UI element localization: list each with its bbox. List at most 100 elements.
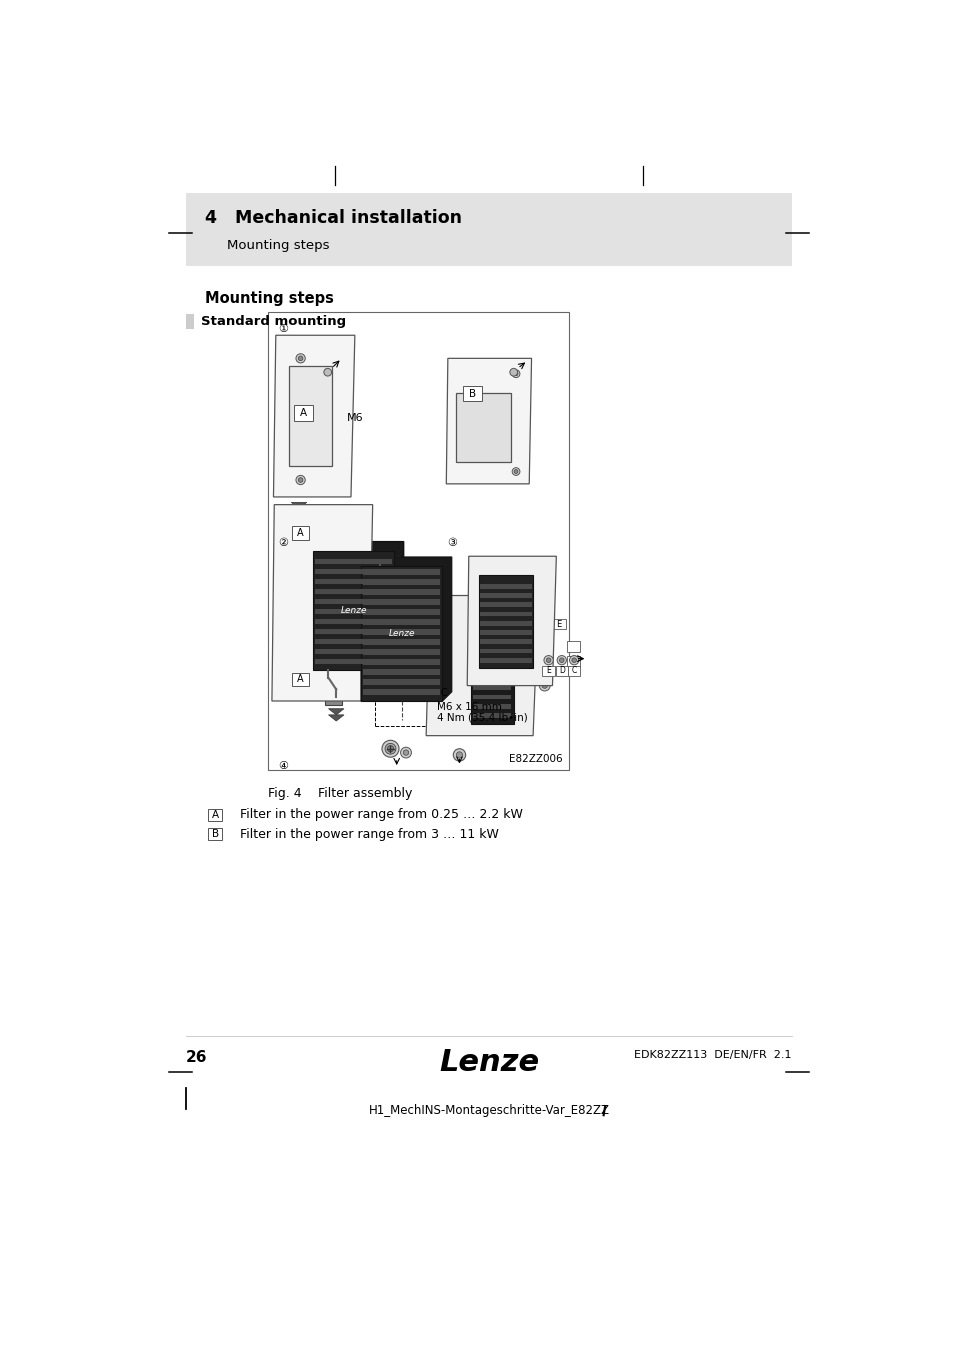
Polygon shape [314, 576, 400, 585]
Text: 26: 26 [186, 1050, 207, 1065]
Polygon shape [314, 586, 400, 594]
Circle shape [295, 475, 305, 485]
Bar [480, 648, 531, 653]
Polygon shape [274, 335, 355, 497]
Text: ②: ② [278, 539, 288, 548]
FancyBboxPatch shape [567, 666, 579, 676]
Bar [480, 602, 531, 608]
Text: Mounting steps: Mounting steps [227, 239, 329, 252]
Bar [315, 609, 392, 614]
Circle shape [323, 369, 332, 377]
Bar [473, 686, 511, 690]
Circle shape [514, 371, 517, 375]
Text: Fig. 4: Fig. 4 [268, 787, 301, 801]
Circle shape [295, 354, 305, 363]
Text: Standard mounting: Standard mounting [200, 315, 345, 328]
Text: Filter in the power range from 3 … 11 kW: Filter in the power range from 3 … 11 kW [240, 828, 498, 841]
Bar [363, 590, 439, 595]
Bar [456, 393, 510, 462]
Text: ①: ① [278, 324, 288, 333]
Bar [480, 630, 531, 634]
FancyBboxPatch shape [292, 672, 309, 686]
Polygon shape [291, 502, 307, 509]
Bar [473, 676, 511, 680]
Bar [315, 598, 392, 603]
Circle shape [512, 467, 519, 475]
Bar [315, 568, 392, 574]
Text: A: A [297, 675, 304, 684]
Text: B: B [212, 829, 218, 840]
Text: H1_MechINS-Montageschritte-Var_E82ZZ: H1_MechINS-Montageschritte-Var_E82ZZ [368, 1104, 609, 1118]
Bar [363, 670, 439, 675]
Bar [363, 629, 439, 634]
Bar [473, 640, 511, 644]
FancyBboxPatch shape [567, 656, 579, 667]
Bar [473, 667, 511, 672]
Circle shape [558, 657, 563, 663]
Text: M6 x 16 mm: M6 x 16 mm [436, 702, 501, 713]
Text: Filter assembly: Filter assembly [318, 787, 413, 801]
FancyBboxPatch shape [208, 828, 222, 840]
Bar [315, 659, 392, 664]
Polygon shape [313, 541, 403, 670]
Text: Filter in the power range from 0.25 … 2.2 kW: Filter in the power range from 0.25 … 2.… [240, 809, 522, 821]
Bar [478, 575, 533, 668]
Text: ④: ④ [278, 761, 288, 771]
Text: Mounting steps: Mounting steps [205, 290, 334, 306]
Bar [315, 589, 392, 594]
FancyBboxPatch shape [542, 666, 555, 676]
Circle shape [538, 680, 550, 691]
Circle shape [538, 618, 550, 629]
Bar [363, 649, 439, 655]
Bar [363, 599, 439, 605]
Bar [315, 579, 392, 585]
Polygon shape [291, 509, 307, 514]
Bar [313, 551, 394, 670]
Circle shape [512, 370, 519, 378]
Polygon shape [314, 597, 400, 603]
Bar [473, 705, 511, 709]
Bar [289, 366, 332, 466]
Polygon shape [467, 556, 556, 686]
Bar [315, 648, 392, 653]
Text: EDK82ZZ113  DE/EN/FR  2.1: EDK82ZZ113 DE/EN/FR 2.1 [634, 1050, 791, 1060]
Bar [363, 620, 439, 625]
Circle shape [538, 653, 550, 664]
Circle shape [387, 745, 394, 752]
Text: A: A [300, 408, 307, 418]
Circle shape [298, 356, 303, 360]
Polygon shape [426, 595, 537, 736]
Circle shape [543, 656, 553, 664]
Bar [360, 566, 442, 701]
Text: ③: ③ [447, 539, 457, 548]
Polygon shape [314, 647, 400, 653]
Circle shape [541, 621, 547, 626]
Text: D: D [558, 667, 564, 675]
Text: B: B [469, 389, 476, 398]
Circle shape [453, 749, 465, 761]
Polygon shape [314, 566, 400, 574]
Polygon shape [314, 656, 400, 664]
Polygon shape [272, 505, 373, 701]
Bar [480, 657, 531, 663]
Polygon shape [314, 626, 400, 634]
Text: A: A [212, 810, 218, 819]
Text: Lenze: Lenze [438, 1048, 538, 1077]
Bar [315, 559, 392, 564]
Polygon shape [314, 617, 400, 624]
Bar [471, 628, 513, 724]
Polygon shape [328, 716, 344, 721]
FancyBboxPatch shape [551, 618, 565, 629]
Bar [363, 690, 439, 695]
Bar [186, 193, 791, 266]
FancyBboxPatch shape [555, 666, 567, 676]
Bar [315, 629, 392, 634]
Polygon shape [314, 556, 400, 564]
Bar [363, 640, 439, 645]
Circle shape [514, 470, 517, 474]
Text: 4 Nm (35.4 lb•in): 4 Nm (35.4 lb•in) [436, 713, 527, 724]
Polygon shape [446, 358, 531, 483]
Circle shape [541, 656, 547, 662]
Polygon shape [314, 606, 400, 614]
Text: A: A [297, 528, 304, 539]
